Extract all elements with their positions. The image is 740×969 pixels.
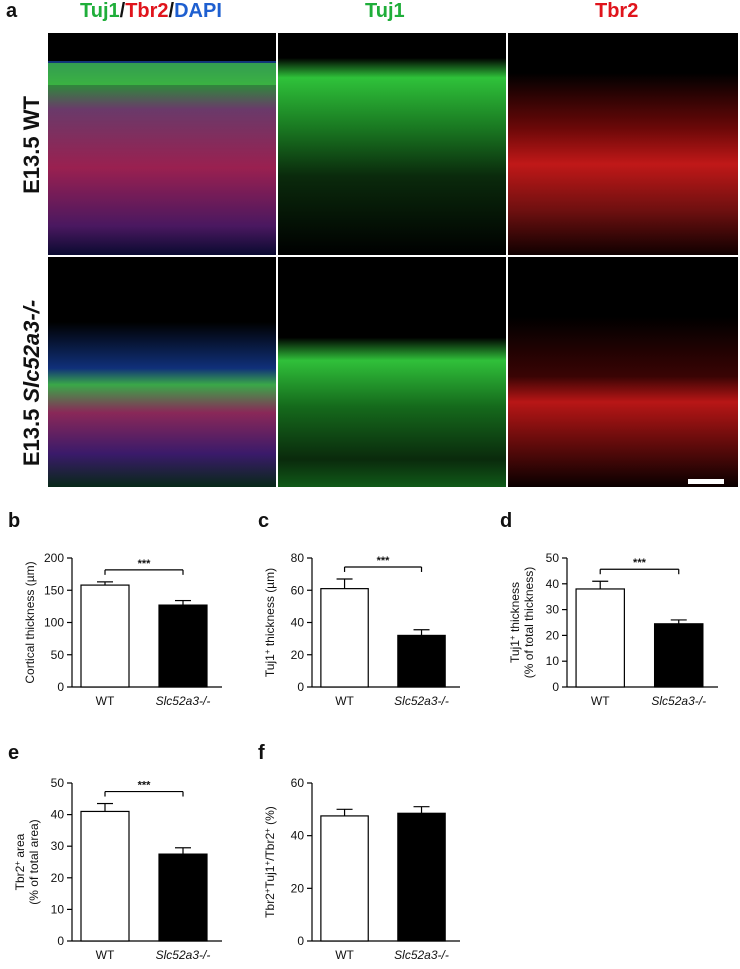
y-axis-label: Tuj1+ thickness — [508, 582, 523, 663]
panel-a-letter: a — [6, 0, 18, 22]
bar — [397, 634, 446, 688]
header-merge-slash-1: / — [119, 0, 126, 22]
micrograph-wt-tbr2 — [508, 33, 738, 255]
y-tick-label: 20 — [546, 628, 560, 642]
chart-e-tbr2-area: 0 10 20 30 40 50 Tbr2+ area (% of total area) WT… — [13, 776, 222, 962]
x-tick-label: WT — [335, 694, 354, 708]
bar — [158, 853, 208, 942]
micrograph-wt-merge — [48, 33, 276, 255]
panel-c-letter: c — [258, 510, 270, 532]
panel-f-letter: f — [258, 742, 265, 764]
micrograph-ko-merge — [48, 257, 276, 487]
y-tick-label: 0 — [57, 934, 64, 948]
y-tick-label: 50 — [546, 551, 560, 565]
chart-c-tuj1-thickness: 0 20 40 60 80 Tuj1+ thickness (µm) WT Slc52a3-/… — [263, 551, 460, 708]
header-merge-dapi: DAPI — [174, 0, 222, 22]
significance-label: *** — [138, 780, 152, 792]
y-tick-label: 150 — [44, 583, 64, 597]
panel-e-letter: e — [8, 742, 20, 764]
bar — [653, 623, 704, 688]
y-tick-label: 60 — [291, 583, 305, 597]
y-axis-label: Cortical thickness (µm) — [23, 561, 37, 683]
header-tbr2: Tbr2 — [595, 0, 639, 22]
y-tick-label: 30 — [546, 603, 560, 617]
row-label-knockout: E13.5 Slc52a3-/- — [19, 299, 44, 467]
y-tick-label: 200 — [44, 551, 64, 565]
y-axis-label-line2: (% of total area) — [27, 819, 41, 904]
y-tick-label: 40 — [546, 577, 560, 591]
scale-bar-bottom — [688, 479, 724, 484]
x-tick-label: Slc52a3-/- — [651, 694, 706, 708]
y-tick-label: 20 — [51, 871, 65, 885]
bar — [158, 604, 208, 688]
y-tick-label: 30 — [51, 839, 65, 853]
x-tick-label: WT — [96, 694, 115, 708]
y-axis-label: Tbr2+Tuj1+/Tbr2+ (%) — [263, 806, 278, 918]
panel-b-letter: b — [8, 510, 21, 532]
row-label-wt: E13.5 WT — [19, 96, 44, 194]
bar — [320, 815, 369, 942]
micrograph-ko-tbr2 — [508, 257, 738, 487]
y-tick-label: 0 — [297, 680, 304, 694]
header-merge-slash-2: / — [168, 0, 175, 22]
bar — [80, 810, 130, 942]
y-tick-label: 10 — [51, 902, 65, 916]
header-merge-tuj1: Tuj1 — [80, 0, 120, 22]
bar — [575, 588, 625, 688]
y-tick-label: 40 — [291, 829, 305, 843]
y-tick-label: 20 — [291, 648, 305, 662]
x-tick-label: Slc52a3-/- — [394, 948, 449, 962]
y-tick-label: 0 — [57, 680, 64, 694]
significance-label: *** — [377, 555, 391, 567]
panel-d-letter: d — [500, 510, 513, 532]
header-merge-tbr2: Tbr2 — [125, 0, 169, 22]
header-tuj1: Tuj1 — [365, 0, 405, 22]
x-tick-label: Slc52a3-/- — [156, 694, 211, 708]
x-tick-label: Slc52a3-/- — [394, 694, 449, 708]
micrograph-ko-tuj1 — [278, 257, 506, 487]
bar — [397, 812, 446, 942]
y-tick-label: 80 — [291, 551, 305, 565]
x-tick-label: WT — [591, 694, 610, 708]
y-axis-label: Tbr2+ area — [13, 833, 28, 890]
chart-b-cortical-thickness: 0 50 100 150 200 Cortical thickness (µm) WT Slc… — [23, 551, 222, 708]
y-tick-label: 100 — [44, 616, 64, 630]
header-merge: Tuj1/Tbr2/DAPI — [80, 0, 222, 23]
chart-d-tuj1-percent: 0 10 20 30 40 50 Tuj1+ thickness (% of total th… — [508, 551, 718, 708]
y-tick-label: 20 — [291, 881, 305, 895]
micrograph-wt-tuj1 — [278, 33, 506, 255]
bar — [80, 584, 130, 688]
y-tick-label: 10 — [546, 654, 560, 668]
y-tick-label: 50 — [51, 776, 65, 790]
y-tick-label: 0 — [552, 680, 559, 694]
y-tick-label: 40 — [291, 616, 305, 630]
significance-label: *** — [633, 557, 647, 569]
y-tick-label: 60 — [291, 776, 305, 790]
chart-f-tbr2-tuj1-ratio: 0 20 40 60 Tbr2+Tuj1+/Tbr2+ (%) WT Slc52a3-/- — [263, 776, 460, 962]
y-axis-label-line2: (% of total thickness) — [522, 567, 536, 678]
bar — [320, 588, 369, 688]
y-tick-label: 40 — [51, 808, 65, 822]
x-tick-label: WT — [335, 948, 354, 962]
significance-label: *** — [138, 558, 152, 570]
y-tick-label: 0 — [297, 934, 304, 948]
x-tick-label: Slc52a3-/- — [156, 948, 211, 962]
y-axis-label: Tuj1+ thickness (µm) — [263, 568, 278, 677]
x-tick-label: WT — [96, 948, 115, 962]
y-tick-label: 50 — [51, 648, 65, 662]
